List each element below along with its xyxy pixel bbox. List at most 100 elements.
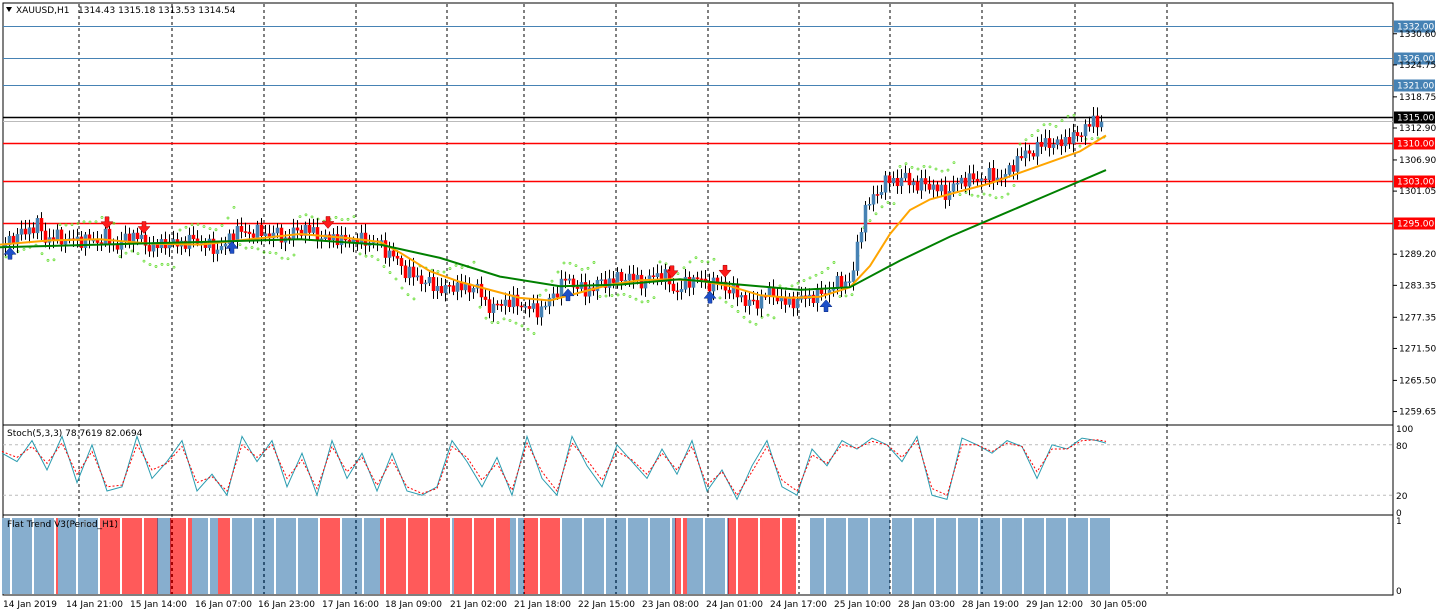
candle-body (523, 306, 528, 308)
psar-dot (76, 222, 80, 225)
candle-body (387, 250, 392, 258)
candle (967, 165, 972, 196)
price-tick-label-1: 1324.75 (1399, 61, 1436, 71)
candle-body (1015, 156, 1020, 172)
candle-body (943, 184, 948, 200)
psar-dot (874, 212, 878, 216)
candle (39, 212, 44, 240)
candle-body (847, 281, 852, 283)
candle (307, 218, 312, 242)
candle-body (551, 293, 556, 299)
psar-dot (262, 250, 266, 254)
time-tick-label-0: 14 Jan 2019 (3, 600, 57, 610)
psar-dot (310, 215, 314, 219)
psar-dot (646, 299, 650, 303)
time-axis-ticks: 14 Jan 2019 14 Jan 21:00 15 Jan 14:00 16 Ja… (3, 600, 1147, 610)
psar-dot (574, 264, 578, 268)
time-tick-label-12: 24 Jan 17:00 (770, 600, 827, 610)
candle-body (935, 184, 940, 192)
psar-dot (604, 294, 608, 298)
stochastic-axis: 100 80 20 0 (1396, 425, 1413, 519)
candle (1071, 123, 1076, 153)
time-tick-label-13: 25 Jan 10:00 (834, 600, 891, 610)
candle-body (571, 278, 576, 288)
candle-body (527, 306, 532, 309)
candle (435, 277, 440, 299)
psar-dot (508, 319, 512, 322)
psar-dot (748, 320, 752, 324)
psar-dot (484, 316, 488, 320)
candle-body (919, 178, 924, 191)
candle (699, 270, 704, 288)
candle (503, 292, 508, 315)
candle-body (627, 273, 632, 281)
psar-dot (268, 251, 272, 255)
psar-dot (202, 225, 206, 228)
psar-dot (52, 258, 56, 262)
candle-body (123, 233, 128, 242)
candle (583, 273, 588, 306)
psar-dot (1036, 129, 1040, 133)
candle-body (851, 270, 856, 282)
candle (631, 265, 636, 289)
candle-body (59, 229, 64, 245)
psar-dot (634, 297, 638, 301)
psar-dot (400, 286, 404, 290)
candle (239, 217, 244, 239)
level-label-bg-1332.00 (1394, 20, 1435, 33)
psar-dot (280, 256, 284, 260)
candle-body (691, 277, 696, 288)
psar-dot (250, 246, 254, 249)
psar-dot (160, 262, 164, 266)
psar-dot (358, 252, 362, 256)
candle (223, 236, 228, 255)
candle-body (391, 250, 396, 257)
candle (1035, 136, 1040, 165)
psar-dot (1048, 122, 1052, 126)
candle-body (227, 233, 232, 245)
candle-body (543, 305, 548, 308)
psar-dot (1060, 119, 1064, 122)
candle (547, 293, 552, 315)
candle-body (1047, 138, 1052, 148)
psar-dot (1012, 184, 1016, 187)
candle-body (575, 286, 580, 289)
candle (43, 222, 48, 248)
candle (1095, 107, 1100, 136)
candle-body (587, 287, 592, 297)
candle-body (939, 184, 944, 192)
candle (1099, 115, 1104, 132)
psar-dot (208, 227, 212, 231)
candle-body (735, 284, 740, 298)
psar-dot (958, 193, 962, 196)
candle-body (451, 285, 456, 292)
level-label-1326.00: 1326.00 (1397, 55, 1434, 65)
psar-dot (172, 265, 176, 269)
candle-body (443, 285, 448, 294)
psar-dot (658, 260, 662, 264)
psar-dot (58, 223, 62, 227)
candle-body (787, 296, 792, 305)
candle (83, 231, 88, 256)
candle (859, 227, 864, 249)
candle-body (235, 226, 240, 241)
psar-dot (94, 220, 98, 224)
candle-body (1087, 124, 1092, 127)
candle (299, 225, 304, 240)
psar-dot (544, 288, 548, 292)
psar-dot (70, 223, 74, 226)
sell-arrow-icon-3 (665, 265, 679, 279)
candle-body (1075, 132, 1080, 137)
candle-body (247, 231, 252, 235)
candle (791, 291, 796, 317)
candle-body (483, 296, 488, 300)
candle-body (511, 294, 516, 308)
candle-body (531, 303, 536, 309)
symbol-dropdown-icon[interactable] (6, 7, 12, 12)
candle-body (911, 181, 916, 186)
candle-body (623, 279, 628, 282)
candle (403, 260, 408, 283)
candle-body (739, 295, 744, 298)
candle-body (599, 279, 604, 281)
candle-body (223, 243, 228, 247)
